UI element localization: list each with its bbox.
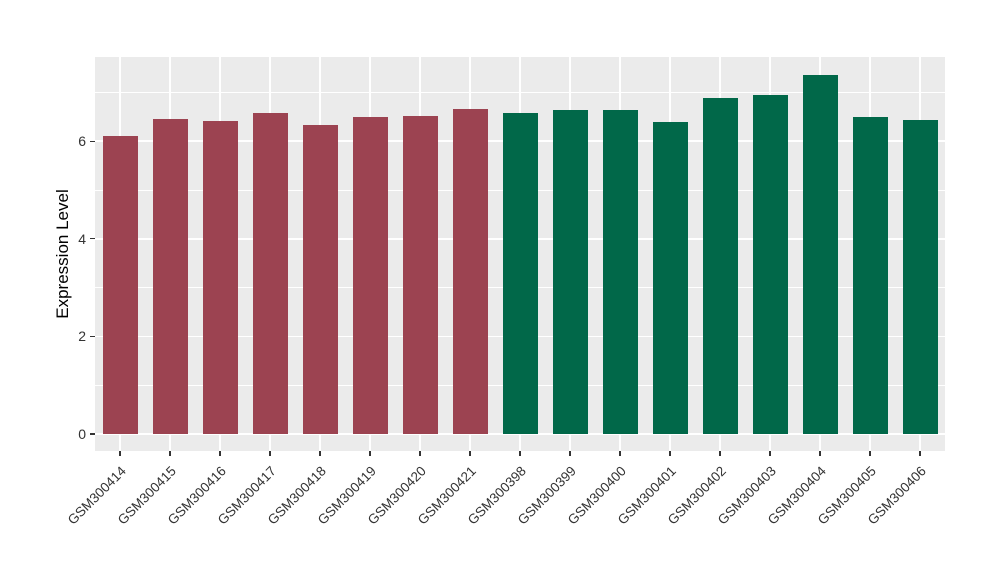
x-tick-label: GSM300416 — [164, 463, 229, 528]
x-tick-label: GSM300399 — [514, 463, 579, 528]
x-tick-mark — [869, 451, 871, 456]
bar — [152, 118, 188, 434]
x-tick-label: GSM300406 — [864, 463, 929, 528]
x-tick-label: GSM300417 — [214, 463, 279, 528]
bar — [452, 108, 488, 434]
x-tick-label: GSM300401 — [614, 463, 679, 528]
x-tick-mark — [669, 451, 671, 456]
bar — [202, 121, 238, 434]
bar — [352, 116, 388, 434]
x-tick-mark — [819, 451, 821, 456]
x-tick-label: GSM300420 — [364, 463, 429, 528]
bar — [752, 94, 788, 434]
x-tick-label: GSM300415 — [114, 463, 179, 528]
x-tick-mark — [519, 451, 521, 456]
x-tick-label: GSM300418 — [264, 463, 329, 528]
bar — [602, 109, 638, 434]
x-tick-mark — [269, 451, 271, 456]
gridline-major — [95, 433, 945, 435]
x-tick-label: GSM300400 — [564, 463, 629, 528]
y-tick-label: 6 — [78, 133, 86, 150]
x-tick-mark — [919, 451, 921, 456]
y-tick-label: 4 — [78, 230, 86, 247]
x-tick-mark — [369, 451, 371, 456]
bar — [102, 136, 138, 434]
bar — [902, 120, 938, 434]
bar — [552, 109, 588, 434]
x-tick-label: GSM300421 — [414, 463, 479, 528]
x-tick-label: GSM300404 — [764, 463, 829, 528]
x-tick-mark — [469, 451, 471, 456]
bar — [802, 74, 838, 434]
y-tick-mark — [90, 335, 95, 337]
x-tick-mark — [569, 451, 571, 456]
bar — [502, 113, 538, 434]
x-tick-mark — [219, 451, 221, 456]
y-tick-label: 2 — [78, 328, 86, 345]
y-axis-title: Expression Level — [53, 189, 72, 319]
x-tick-label: GSM300419 — [314, 463, 379, 528]
x-tick-mark — [319, 451, 321, 456]
x-tick-label: GSM300403 — [714, 463, 779, 528]
x-tick-label: GSM300402 — [664, 463, 729, 528]
bar — [702, 98, 738, 434]
bar — [302, 124, 338, 434]
x-tick-mark — [169, 451, 171, 456]
bar — [652, 121, 688, 434]
x-tick-mark — [619, 451, 621, 456]
y-tick-mark — [90, 238, 95, 240]
x-tick-mark — [419, 451, 421, 456]
x-tick-label: GSM300398 — [464, 463, 529, 528]
bar — [402, 116, 438, 434]
x-tick-mark — [769, 451, 771, 456]
gridline-minor — [95, 92, 945, 94]
bar — [252, 113, 288, 434]
x-tick-mark — [719, 451, 721, 456]
y-tick-mark — [90, 140, 95, 142]
plot-panel — [95, 57, 945, 451]
bar — [852, 117, 888, 434]
x-tick-label: GSM300414 — [64, 463, 129, 528]
x-tick-label: GSM300405 — [814, 463, 879, 528]
y-tick-mark — [90, 433, 95, 435]
x-tick-mark — [119, 451, 121, 456]
y-tick-label: 0 — [78, 425, 86, 442]
